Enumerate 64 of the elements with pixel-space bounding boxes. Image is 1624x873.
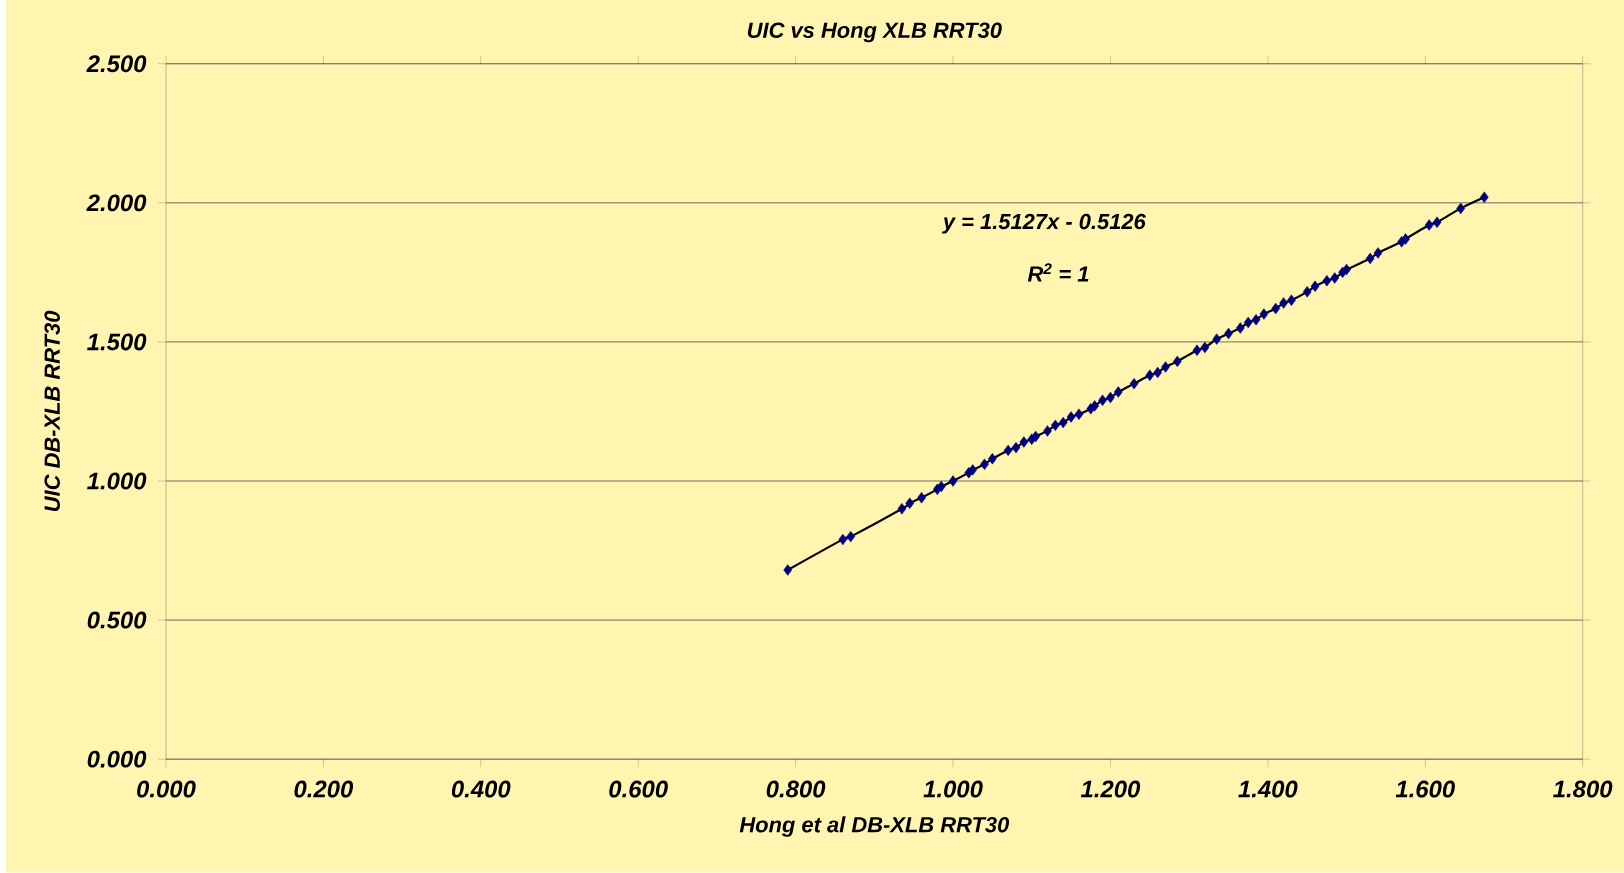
point [897,503,907,515]
point [1251,314,1261,326]
point [1401,233,1410,245]
point [783,564,793,576]
x-tick-label: 0.000 [137,780,196,798]
y-axis-title: UIC DB-XLB RRT30 [44,310,60,512]
x-tick-label: 1.600 [1395,780,1455,798]
x-tick-label: 0.800 [766,780,826,798]
point [1271,303,1281,315]
point [1302,286,1312,298]
x-tick-label: 1.200 [1080,780,1141,798]
point [1342,264,1351,276]
point [1192,344,1202,357]
x-tick-label: 1.000 [923,780,983,798]
point [1365,252,1375,265]
point [1074,408,1084,421]
x-tick-label: 1.400 [1238,780,1298,798]
point [1106,392,1115,404]
point [1259,308,1269,320]
point [988,453,997,465]
point [1066,411,1076,423]
x-tick-label: 0.600 [609,780,668,798]
point [917,492,926,504]
point [1279,297,1288,309]
y-tick-label: 1.500 [87,333,147,351]
point [1330,272,1340,284]
point [1432,216,1442,229]
point [1058,417,1068,429]
point [1114,386,1123,398]
point [1212,333,1221,345]
x-tick-label: 0.400 [451,780,511,798]
point [1235,322,1245,334]
point [1373,247,1383,259]
chart-title: UIC vs Hong XLB RRT30 [747,22,1002,43]
point [1224,328,1233,340]
point [1479,191,1489,204]
point [1019,436,1029,448]
y-tick-label: 0.000 [87,750,147,768]
y-tick-label: 2.000 [86,194,147,212]
point [838,533,848,546]
point [1161,361,1170,373]
point [1043,425,1052,437]
point [1200,341,1210,354]
y-tick-label: 1.000 [87,472,147,490]
point [1003,444,1013,457]
point [1424,219,1434,231]
point [1322,275,1332,287]
x-tick-label: 0.200 [294,780,354,798]
point [948,475,958,487]
point [1011,442,1021,454]
point [1243,316,1253,329]
annotation: y = 1.5127x - 0.5126 [941,213,1146,234]
y-tick-label: 0.500 [87,611,147,629]
point [905,497,915,510]
x-axis-title: Hong et al DB-XLB RRT30 [739,816,1010,837]
annotation: R$^{2}$ = 1 [1027,263,1089,282]
point [1090,400,1100,412]
y-tick-label: 2.500 [86,55,147,73]
point [1129,378,1139,390]
point [846,531,856,543]
point [968,464,978,476]
point [1145,369,1155,382]
point [1310,280,1320,293]
x-tick-label: 1.800 [1553,780,1613,798]
